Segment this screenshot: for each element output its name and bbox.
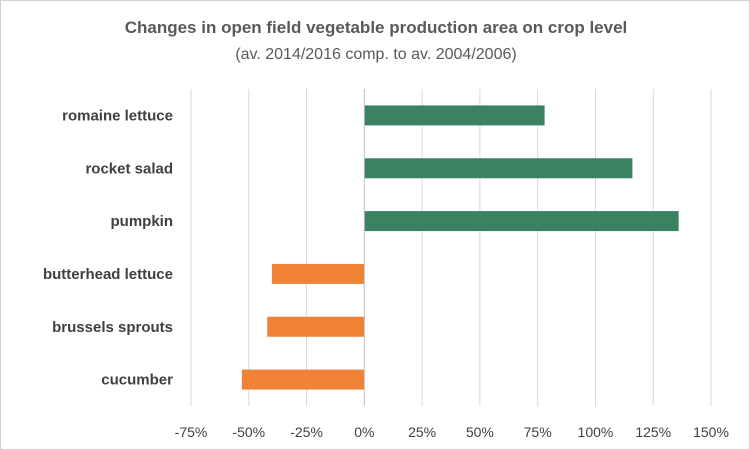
bar-rocket-salad bbox=[364, 158, 633, 179]
x-tick-label: 150% bbox=[693, 424, 729, 440]
x-tick-label: -75% bbox=[175, 424, 208, 440]
chart-title: Changes in open field vegetable producti… bbox=[125, 18, 628, 37]
category-label: romaine lettuce bbox=[62, 107, 173, 124]
x-tick-label: 75% bbox=[524, 424, 552, 440]
bar-cucumber bbox=[241, 369, 365, 390]
x-tick-label: 0% bbox=[354, 424, 374, 440]
category-label: butterhead lettuce bbox=[43, 266, 173, 283]
bar-brussels-sprouts bbox=[267, 316, 365, 337]
bars bbox=[241, 105, 679, 390]
category-label: brussels sprouts bbox=[52, 319, 173, 336]
category-label: cucumber bbox=[101, 372, 173, 389]
bar-romaine-lettuce bbox=[364, 105, 545, 126]
category-label: rocket salad bbox=[85, 160, 173, 177]
x-tick-label: 100% bbox=[578, 424, 614, 440]
x-tick-label: -25% bbox=[290, 424, 323, 440]
x-tick-label: 50% bbox=[466, 424, 494, 440]
gridlines bbox=[190, 89, 712, 406]
x-tick-label: -50% bbox=[232, 424, 265, 440]
x-tick-label: 25% bbox=[408, 424, 436, 440]
chart-subtitle: (av. 2014/2016 comp. to av. 2004/2006) bbox=[235, 46, 516, 63]
bar-butterhead-lettuce bbox=[271, 263, 365, 284]
x-tick-label: 125% bbox=[635, 424, 671, 440]
x-axis-tick-labels: -75% -50% -25% 0% 25% 50% 75% 100% 125% 150% bbox=[175, 424, 729, 440]
category-labels: romaine lettuce rocket salad pumpkin butter… bbox=[43, 107, 173, 388]
bar-pumpkin bbox=[364, 211, 679, 232]
category-label: pumpkin bbox=[111, 213, 174, 230]
